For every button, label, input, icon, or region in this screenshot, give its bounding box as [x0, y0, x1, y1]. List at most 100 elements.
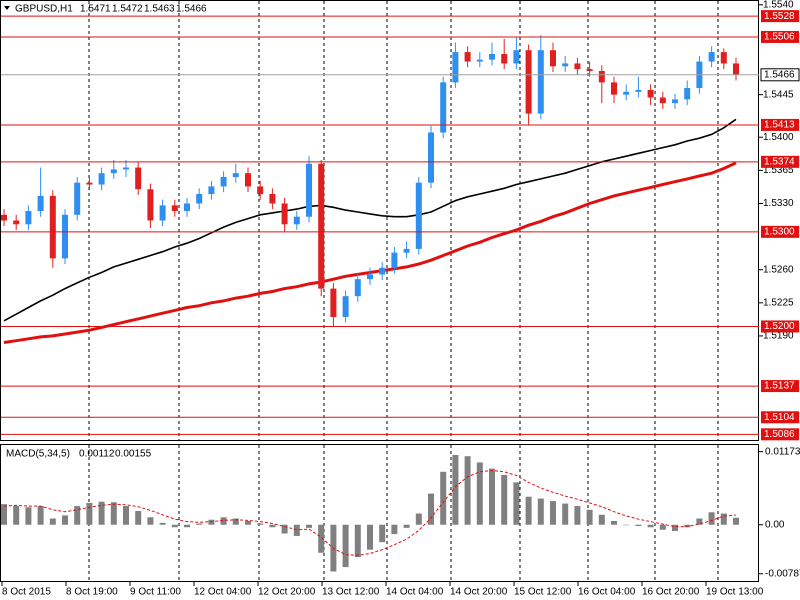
macd-bar [672, 524, 678, 531]
y-tick-label: 1.5445 [763, 89, 794, 100]
macd-bar [403, 524, 410, 528]
candle-body [476, 59, 483, 62]
macd-bar [623, 524, 630, 526]
macd-bar [25, 507, 32, 525]
candle-body [586, 69, 593, 72]
y-tick-label: -0.00787 [765, 568, 800, 579]
plot [1, 15, 759, 572]
candle-body [733, 63, 739, 75]
level-label-box [761, 428, 799, 441]
candle-body [306, 163, 312, 217]
macd-bar [440, 471, 447, 525]
macd-bar [135, 511, 142, 525]
macd-bar [489, 468, 495, 525]
candle-body [537, 50, 544, 114]
candle-body [489, 53, 495, 60]
candle-body [623, 91, 630, 95]
macd-bar [306, 524, 312, 528]
level-label: 1.5300 [764, 226, 795, 237]
candle-body [208, 186, 215, 195]
candle-body [245, 173, 251, 187]
candle-body [159, 205, 166, 221]
candle-body [672, 99, 678, 104]
level-label: 1.5413 [764, 120, 795, 131]
candle-body [501, 53, 508, 64]
level-label: 1.5528 [764, 11, 795, 22]
candle-body [330, 288, 337, 318]
candle-body [659, 97, 666, 104]
candle-body [74, 182, 81, 215]
level-label: 1.5086 [764, 429, 795, 440]
macd-bar [720, 513, 727, 525]
level-label: 1.5137 [764, 381, 795, 392]
candle-body [62, 214, 68, 259]
macd-bar [562, 503, 569, 525]
macd-bar [171, 524, 178, 528]
macd-bar [574, 506, 581, 525]
candle-body [379, 267, 386, 275]
candle-body [367, 274, 373, 280]
macd-bar [74, 506, 81, 525]
moving-average [3, 118, 737, 322]
candle-body [354, 279, 361, 297]
level-label-box [761, 225, 799, 238]
candle-body [49, 195, 56, 259]
y-tick-label: 1.5330 [763, 198, 794, 209]
level-label-box [761, 10, 799, 23]
candle-body [415, 182, 422, 249]
candle-body [611, 82, 617, 95]
macd-bar [415, 513, 422, 525]
macd-bar [110, 502, 117, 525]
macd-bar [379, 524, 386, 543]
macd-bar [269, 524, 276, 528]
macd-bar [281, 524, 288, 534]
macd-bar [513, 482, 520, 525]
level-label: 1.5506 [764, 32, 795, 43]
macd-bar [86, 502, 93, 525]
macd-bar [464, 456, 471, 525]
candle-body [513, 50, 520, 64]
candle-body [171, 205, 178, 212]
macd-bar [659, 524, 666, 530]
menu-arrow[interactable] [4, 6, 10, 10]
macd-title: MACD(5,34,5) [6, 449, 70, 460]
header-value: 1.5463 [144, 4, 175, 15]
y-tick-label: 1.5400 [763, 132, 794, 143]
candle-body [13, 220, 20, 225]
macd-bar [611, 521, 617, 525]
candle-body [684, 88, 691, 100]
y-tick-label: 1.5540 [763, 0, 794, 10]
candle-body [562, 63, 569, 67]
macd-bar [354, 524, 361, 558]
macd-bar [635, 524, 642, 526]
candle-body [86, 182, 93, 185]
price-panel-frame [0, 0, 759, 441]
level-label-box [761, 30, 799, 43]
candle-body [464, 52, 471, 62]
candle-body [403, 248, 410, 253]
level-label: 1.5200 [764, 321, 795, 332]
candle-body [257, 186, 264, 195]
candle-body [98, 173, 105, 185]
macd-bar [391, 524, 398, 535]
macd-bar [196, 523, 203, 525]
macd-bar [49, 518, 56, 525]
level-label: 1.5374 [764, 156, 795, 167]
macd-value: 0.00155 [115, 449, 152, 460]
candle-body [598, 71, 605, 83]
macd-bar [428, 493, 434, 525]
candle-body [293, 216, 300, 225]
macd-bar [708, 512, 715, 525]
x-tick-label: 14 Oct 20:00 [450, 587, 508, 598]
candle-body [391, 252, 398, 268]
macd-bar [342, 524, 349, 568]
signal-line [3, 469, 737, 556]
macd-bar [550, 501, 556, 525]
macd-bar [733, 517, 739, 525]
candle-body [135, 167, 142, 190]
level-label-box [761, 411, 799, 424]
macd-bar [293, 524, 300, 536]
candle-body [184, 203, 190, 212]
macd-bar [647, 524, 654, 528]
